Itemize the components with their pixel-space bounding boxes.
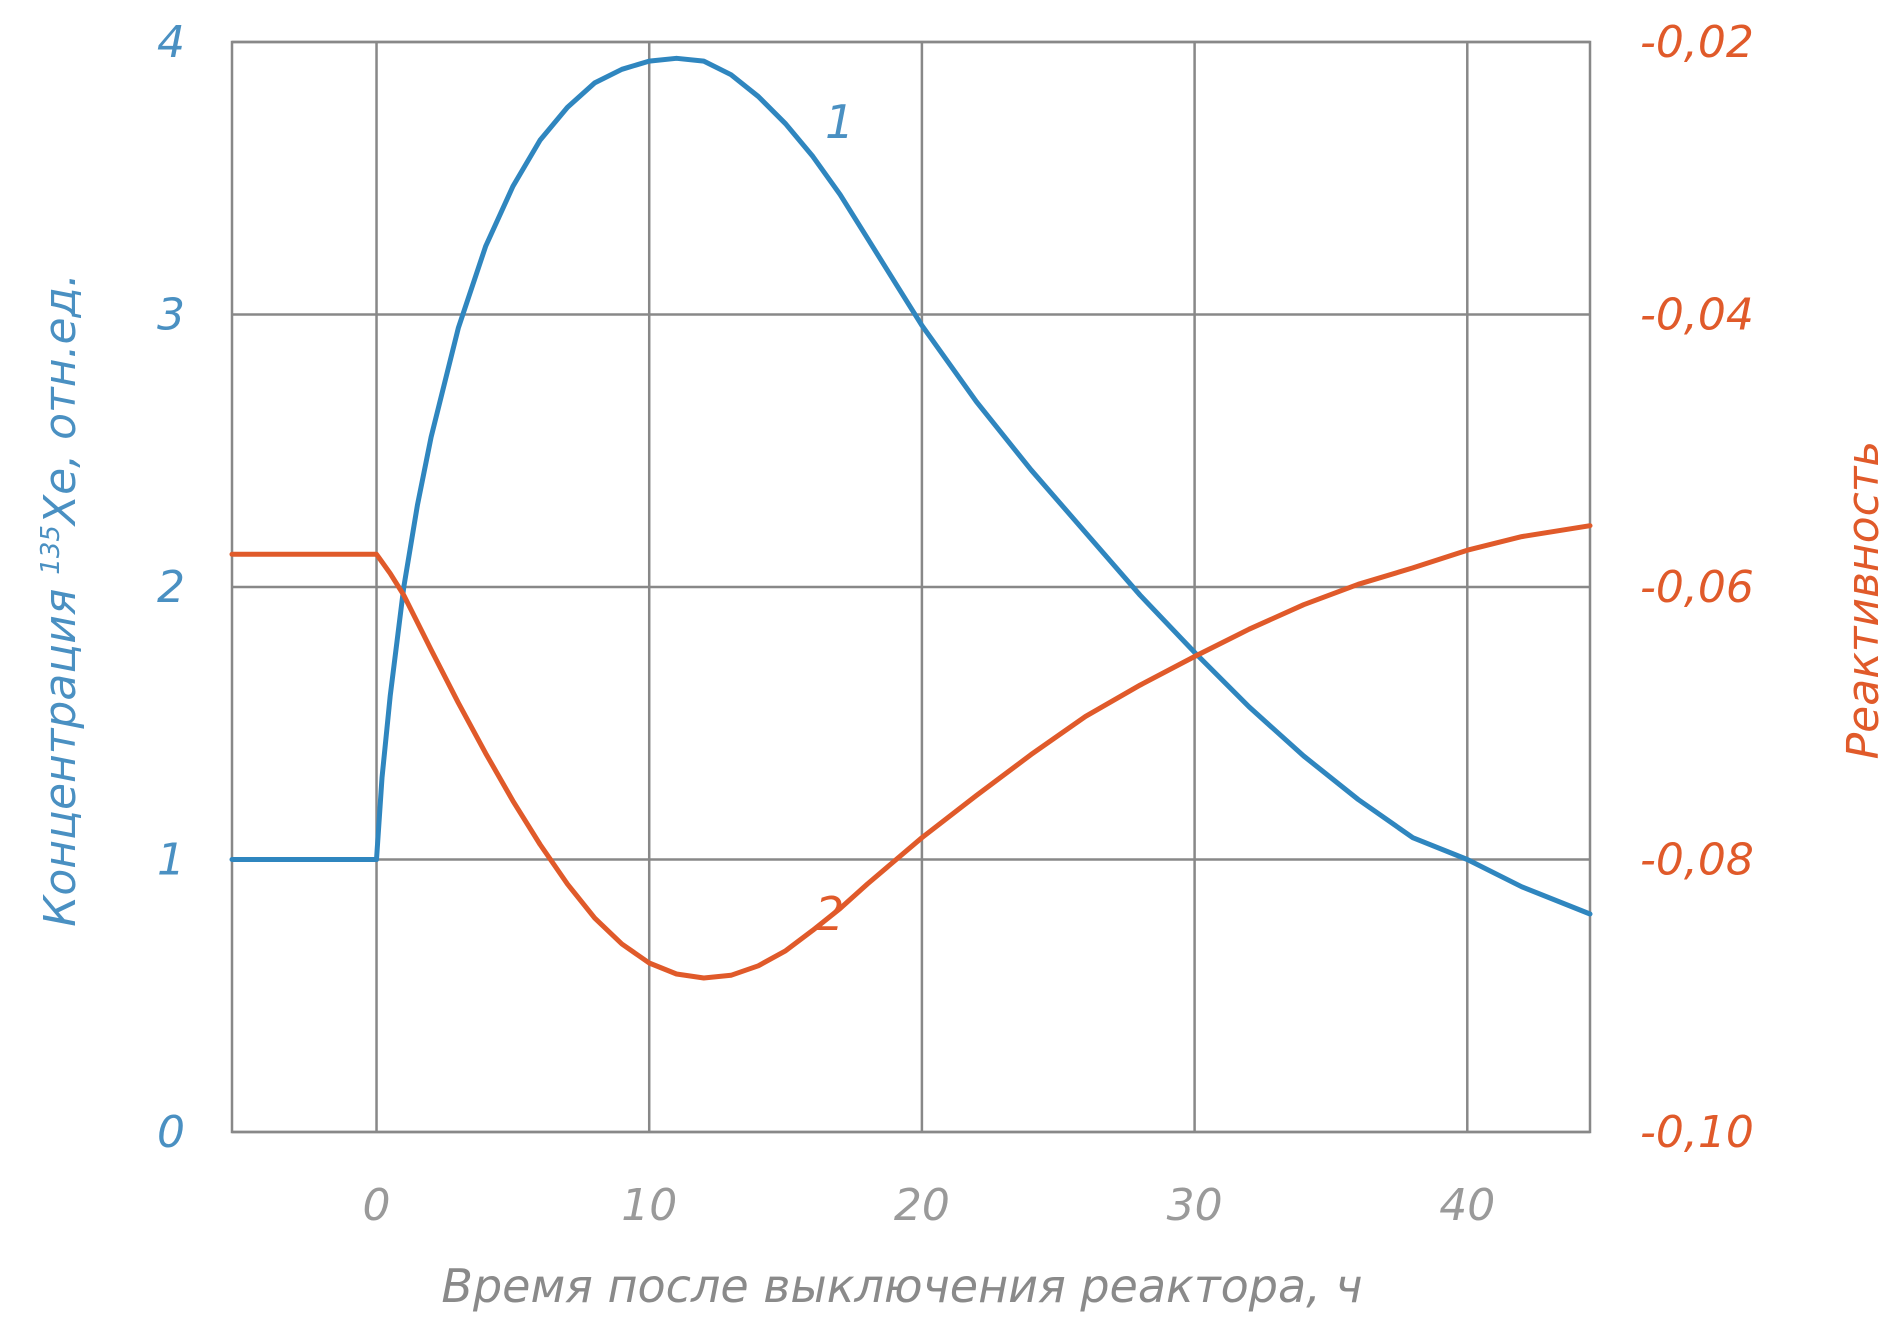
right-tick-label: -0,06 [1640, 562, 1754, 613]
x-axis-label: Время после выключения реактора, ч [441, 1259, 1362, 1313]
left-tick-label: 2 [157, 562, 185, 613]
x-tick-label: 30 [1167, 1180, 1223, 1231]
right-tick-labels: -0,10 -0,08 -0,06 -0,04 -0,02 [1640, 17, 1754, 1158]
series-1-label: 1 [825, 95, 854, 149]
plot-frame [230, 40, 1592, 1134]
x-tick-label: 0 [363, 1180, 391, 1231]
right-tick-label: -0,10 [1640, 1107, 1754, 1158]
left-tick-labels: 0 1 2 3 4 [157, 17, 185, 1158]
left-tick-label: 0 [157, 1107, 185, 1158]
y-axis-label-left-suffix: Xe, отн.ед. [35, 273, 86, 527]
grid [230, 40, 1592, 1134]
left-tick-label: 3 [157, 290, 185, 341]
right-tick-label: -0,08 [1640, 835, 1754, 886]
y-axis-label-left-superscript: 135 [36, 525, 66, 575]
curve-labels: 1 2 [815, 95, 854, 941]
y-axis-label-left: Концентрация 135Xe, отн.ед. [35, 273, 86, 927]
left-tick-label: 1 [157, 835, 185, 886]
series-1-line [229, 55, 1593, 917]
series-2-label: 2 [815, 887, 844, 941]
right-tick-label: -0,02 [1640, 17, 1754, 68]
x-tick-label: 40 [1439, 1180, 1495, 1231]
left-tick-label: 4 [157, 17, 185, 68]
series-2-line [229, 523, 1593, 981]
right-tick-label: -0,04 [1640, 290, 1754, 341]
y-axis-label-left-prefix: Концентрация [35, 575, 86, 927]
series-group [229, 55, 1593, 981]
x-tick-labels: 0 10 20 30 40 [363, 1180, 1496, 1231]
x-tick-label: 10 [621, 1180, 677, 1231]
y-axis-label-right: Реактивность [1838, 441, 1889, 760]
x-tick-label: 20 [894, 1180, 950, 1231]
